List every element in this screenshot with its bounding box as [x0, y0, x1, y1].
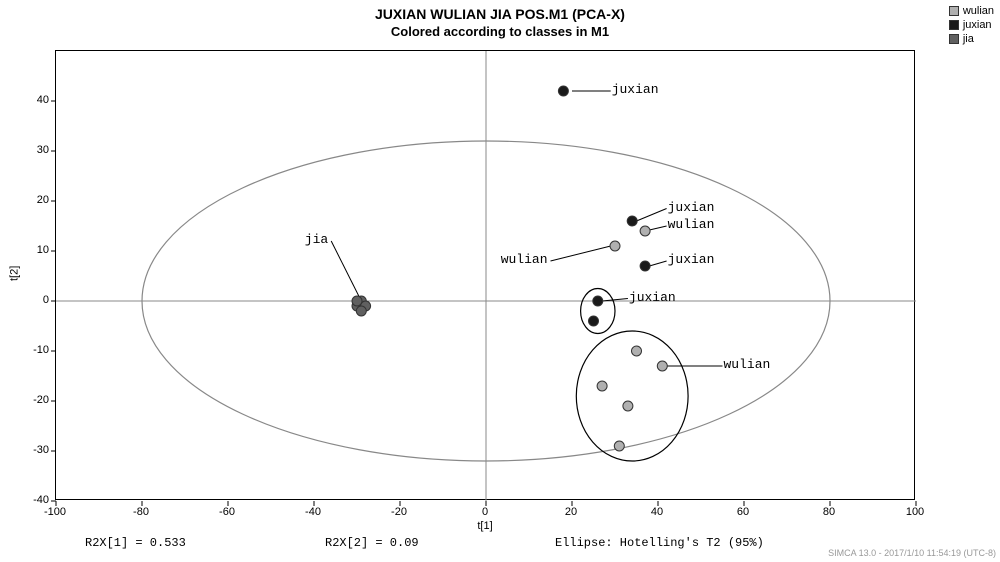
y-tick-label: -20	[21, 394, 49, 406]
legend-item: juxian	[949, 18, 994, 32]
title-block: JUXIAN WULIAN JIA POS.M1 (PCA-X) Colored…	[0, 6, 1000, 39]
point-annotation: wulian	[724, 357, 771, 372]
legend-label: juxian	[963, 18, 992, 32]
legend: wulianjuxianjia	[949, 4, 994, 46]
y-tick-label: -30	[21, 444, 49, 456]
chart-title: JUXIAN WULIAN JIA POS.M1 (PCA-X)	[0, 6, 1000, 22]
legend-label: jia	[963, 32, 974, 46]
footer-r2x1: R2X[1] = 0.533	[85, 536, 186, 550]
footer-ellipse: Ellipse: Hotelling's T2 (95%)	[555, 536, 764, 550]
x-tick-label: -60	[219, 506, 235, 518]
x-tick-label: 60	[737, 506, 749, 518]
x-tick-label: -20	[391, 506, 407, 518]
y-tick-label: 30	[21, 144, 49, 156]
point-annotation: juxian	[612, 82, 659, 97]
x-tick-label: 80	[823, 506, 835, 518]
point-annotation: wulian	[668, 217, 715, 232]
chart-container: JUXIAN WULIAN JIA POS.M1 (PCA-X) Colored…	[0, 0, 1000, 562]
x-tick-label: 100	[906, 506, 924, 518]
point-annotation: juxian	[668, 252, 715, 267]
legend-swatch	[949, 20, 959, 30]
x-tick-label: 40	[651, 506, 663, 518]
plot-area	[55, 50, 915, 500]
point-annotation: wulian	[501, 252, 548, 267]
legend-item: wulian	[949, 4, 994, 18]
x-tick-label: -80	[133, 506, 149, 518]
legend-swatch	[949, 6, 959, 16]
plot-svg	[56, 51, 916, 501]
x-tick-label: 0	[482, 506, 488, 518]
x-tick-label: 20	[565, 506, 577, 518]
y-tick-label: 20	[21, 194, 49, 206]
legend-label: wulian	[963, 4, 994, 18]
x-tick-label: -40	[305, 506, 321, 518]
point-annotation: juxian	[629, 290, 676, 305]
y-tick-label: 10	[21, 244, 49, 256]
y-axis-label: t[2]	[9, 266, 21, 281]
legend-swatch	[949, 34, 959, 44]
x-tick-label: -100	[44, 506, 66, 518]
chart-subtitle: Colored according to classes in M1	[0, 24, 1000, 39]
watermark: SIMCA 13.0 - 2017/1/10 11:54:19 (UTC-8)	[828, 548, 996, 558]
point-annotation: juxian	[668, 200, 715, 215]
point-annotation: jia	[305, 232, 328, 247]
x-axis-label: t[1]	[477, 520, 492, 532]
legend-item: jia	[949, 32, 994, 46]
y-tick-label: 40	[21, 94, 49, 106]
y-tick-label: -40	[21, 494, 49, 506]
footer-r2x2: R2X[2] = 0.09	[325, 536, 419, 550]
y-tick-label: 0	[21, 294, 49, 306]
y-tick-label: -10	[21, 344, 49, 356]
